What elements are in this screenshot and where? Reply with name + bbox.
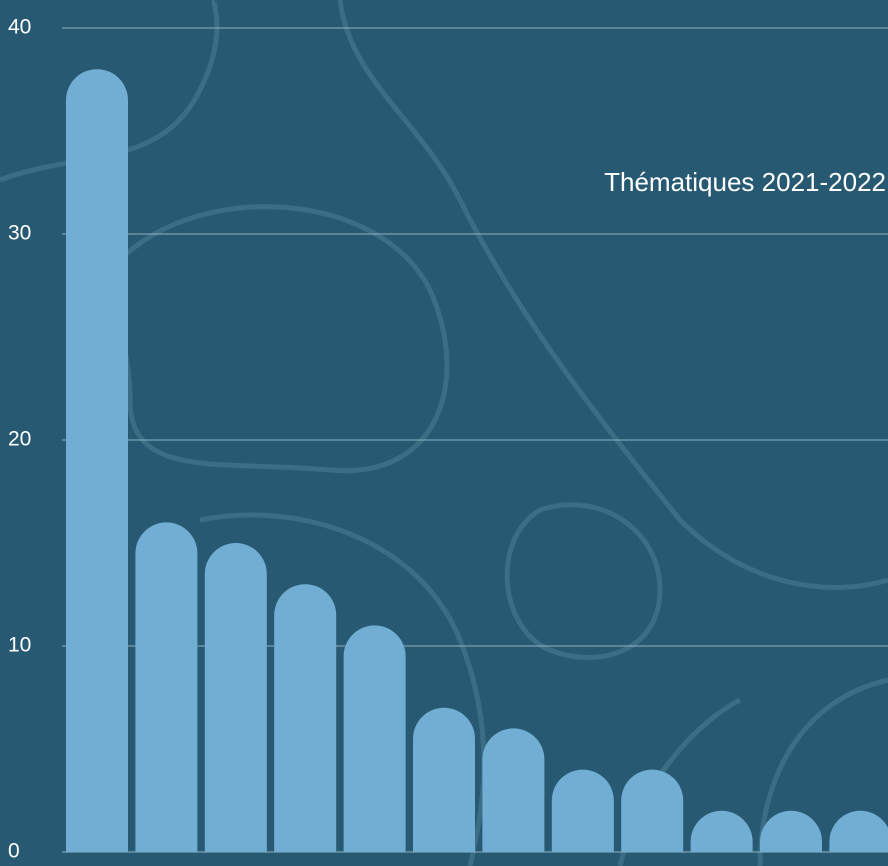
y-tick-label: 30 <box>8 222 31 245</box>
y-tick-label: 40 <box>8 16 31 39</box>
bar <box>552 770 614 852</box>
bar <box>482 728 544 852</box>
bar <box>621 770 683 852</box>
bar <box>344 625 406 852</box>
bar <box>205 543 267 852</box>
y-tick-label: 0 <box>8 840 20 863</box>
bar <box>413 708 475 852</box>
bar <box>274 584 336 852</box>
bar <box>66 69 128 852</box>
chart-title: Thématiques 2021-2022 <box>604 167 886 197</box>
bar <box>135 522 197 852</box>
y-tick-label: 10 <box>8 634 31 657</box>
y-tick-label: 20 <box>8 428 31 451</box>
chart: Thématiques 2021-2022 0 10 20 30 40 <box>0 0 888 866</box>
